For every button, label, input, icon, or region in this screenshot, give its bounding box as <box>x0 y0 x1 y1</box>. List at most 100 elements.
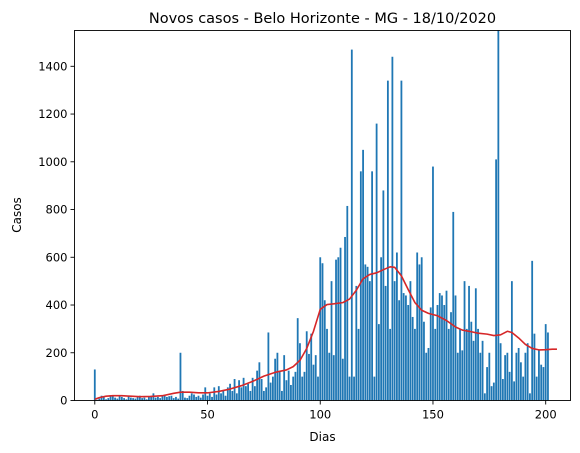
bar <box>326 328 328 401</box>
bar <box>305 331 308 401</box>
bar <box>303 371 306 401</box>
bar <box>204 387 207 401</box>
bar <box>492 382 495 401</box>
bar <box>461 350 464 401</box>
bar <box>427 347 430 401</box>
bar <box>253 386 256 401</box>
bar <box>276 352 279 401</box>
bar <box>515 352 518 401</box>
x-tick-label: 100 <box>309 408 331 422</box>
x-tick-label: 50 <box>200 408 215 422</box>
bar <box>368 281 371 401</box>
bar <box>260 379 263 401</box>
y-axis-label: Casos <box>10 197 24 233</box>
bar <box>170 395 173 401</box>
bar <box>251 377 254 401</box>
bar <box>310 333 313 401</box>
bar <box>208 393 211 401</box>
bar <box>294 371 297 401</box>
bar <box>382 190 385 401</box>
bar <box>384 285 387 401</box>
y-tick-label: 1200 <box>38 107 67 121</box>
bar <box>477 328 479 401</box>
bar <box>202 394 204 401</box>
bar <box>447 328 450 401</box>
bar <box>425 352 428 401</box>
bar <box>109 395 112 401</box>
bar <box>143 397 146 401</box>
bar <box>278 371 281 401</box>
bar <box>290 384 292 401</box>
bar <box>215 394 218 401</box>
bar <box>134 398 137 401</box>
bar <box>386 80 389 401</box>
plot-frame <box>74 30 571 401</box>
bar <box>495 159 497 401</box>
bar <box>359 171 362 401</box>
bar <box>281 390 283 401</box>
bar <box>402 293 405 401</box>
bar <box>459 328 461 401</box>
bar <box>542 367 545 401</box>
bar <box>483 393 486 401</box>
bar <box>407 305 410 401</box>
bar <box>168 396 171 401</box>
bar <box>508 371 511 401</box>
bar <box>175 396 177 401</box>
bar <box>510 281 513 401</box>
bar <box>258 362 261 401</box>
bar <box>441 295 443 401</box>
bar <box>377 324 380 401</box>
bar <box>242 377 245 401</box>
bar <box>429 307 432 401</box>
bar <box>272 376 274 401</box>
bar <box>195 396 198 401</box>
bar <box>535 376 538 401</box>
bar <box>172 398 175 401</box>
x-tick-label: 0 <box>91 408 98 422</box>
bar <box>504 355 507 401</box>
bar <box>231 390 234 401</box>
bar <box>127 396 130 401</box>
bar <box>339 247 342 401</box>
chart-title: Novos casos - Belo Horizonte - MG - 18/1… <box>149 11 496 27</box>
bar <box>337 257 340 401</box>
bar <box>235 393 238 401</box>
bar <box>452 211 455 401</box>
moving-average-series <box>94 266 557 401</box>
bar <box>474 288 477 401</box>
bar <box>184 397 186 401</box>
bar <box>423 321 425 401</box>
bar <box>366 266 369 401</box>
bar <box>432 166 434 401</box>
bar <box>132 398 135 401</box>
bar <box>434 328 437 401</box>
bar <box>348 376 351 401</box>
bar <box>418 264 421 401</box>
bar <box>211 396 213 401</box>
bar <box>100 395 103 401</box>
bar <box>465 328 468 401</box>
bar <box>319 257 322 401</box>
bar <box>136 396 139 401</box>
bar <box>199 397 202 401</box>
bar <box>470 321 473 401</box>
x-axis: 0 50 100 150 200 <box>91 400 557 422</box>
bar <box>353 376 355 401</box>
bar <box>373 376 376 401</box>
bar <box>400 80 403 401</box>
bar <box>98 398 101 401</box>
bar <box>371 171 373 401</box>
bar <box>321 263 324 401</box>
bar <box>150 395 153 401</box>
bar <box>111 396 114 401</box>
bar <box>479 352 482 401</box>
bar <box>159 398 162 401</box>
bar <box>398 300 401 401</box>
bar <box>499 343 502 401</box>
bar <box>450 312 452 401</box>
bar <box>414 328 416 401</box>
bar <box>389 328 392 401</box>
bar <box>436 305 439 401</box>
bar <box>481 340 484 401</box>
